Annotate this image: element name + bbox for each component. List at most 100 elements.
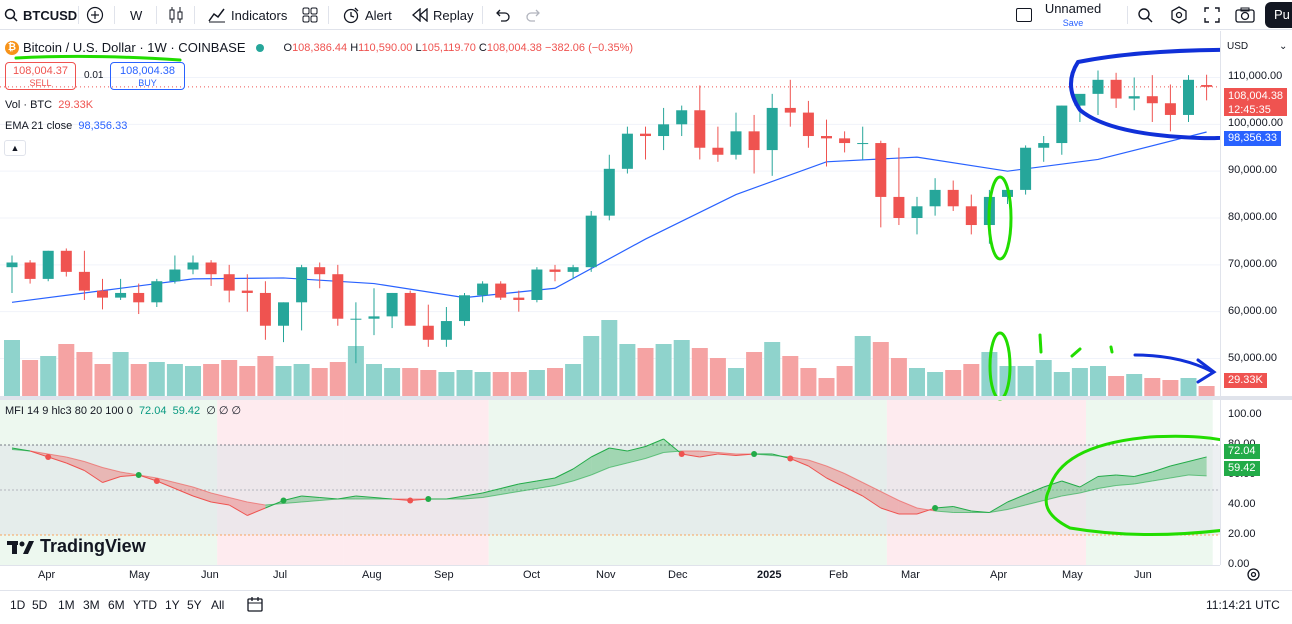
range-button-all[interactable]: All — [211, 598, 225, 612]
time-tick-label: Sep — [434, 569, 454, 581]
volume-bar — [1144, 378, 1161, 396]
mfi-line-segment — [84, 470, 103, 483]
range-button-5d[interactable]: 5D — [32, 598, 48, 612]
replay-button[interactable]: Replay — [412, 4, 473, 26]
mfi-signal-segment — [229, 497, 248, 503]
collapse-legend-button[interactable]: ▲ — [4, 140, 26, 156]
ema-legend[interactable]: EMA 21 close 98,356.33 — [5, 120, 127, 132]
mfi-line-segment — [1097, 474, 1117, 477]
candle-body — [947, 189, 959, 207]
mfi-fill-segment — [247, 502, 266, 516]
axis-settings-button[interactable] — [1246, 567, 1261, 585]
buy-button[interactable]: 108,004.38 BUY — [110, 62, 185, 90]
gear-icon — [1171, 6, 1187, 24]
range-button-1m[interactable]: 1M — [58, 598, 75, 612]
volume-bar — [673, 340, 690, 396]
candle-body — [911, 206, 923, 218]
indicators-button[interactable]: Indicators — [208, 4, 287, 26]
mfi-line-segment — [120, 474, 139, 477]
candle-body — [730, 131, 742, 155]
candle-body — [748, 131, 760, 151]
mfi-signal-segment — [500, 491, 519, 495]
mfi-signal-segment — [482, 494, 501, 498]
templates-button[interactable] — [302, 4, 318, 26]
volume-bar — [293, 364, 310, 396]
divider — [114, 6, 115, 24]
low-label: L — [415, 41, 422, 54]
mfi-signal-segment — [663, 450, 682, 453]
ema-line — [11, 131, 1207, 303]
mfi-signal-segment — [790, 456, 809, 461]
mfi-fill-segment — [1079, 476, 1098, 493]
candle-body — [802, 112, 814, 137]
volume-bar — [854, 336, 871, 396]
volume-bar — [1126, 374, 1143, 396]
candle-body — [42, 250, 54, 279]
volume-legend[interactable]: Vol · BTC 29.33K — [5, 99, 93, 111]
mfi-signal-segment — [1152, 477, 1171, 482]
candle-body — [259, 292, 271, 326]
volume-bar — [728, 368, 744, 396]
alert-button[interactable]: Alert — [342, 4, 392, 26]
candle-body — [60, 250, 72, 272]
candle-body — [784, 107, 796, 113]
mfi-signal-segment — [1170, 474, 1189, 479]
range-button-ytd[interactable]: YTD — [133, 598, 157, 612]
volume-bar — [510, 372, 527, 396]
volume-tag-value: 29.33K — [1228, 374, 1263, 386]
mfi-signal-segment — [464, 497, 483, 500]
price-tick-label: 80,000.00 — [1228, 211, 1277, 223]
mfi-empty-values: ∅ ∅ ∅ — [206, 405, 242, 417]
mfi-line-segment — [699, 453, 718, 458]
chart-canvas[interactable] — [0, 31, 1220, 565]
pane-divider[interactable] — [0, 396, 1292, 400]
price-scale[interactable]: USD ⌄ — [1220, 31, 1292, 565]
compare-symbol-button[interactable] — [86, 4, 104, 26]
redo-button[interactable] — [526, 4, 542, 26]
mfi-cross-marker — [153, 478, 160, 484]
volume-bar — [456, 370, 473, 396]
mfi-legend[interactable]: MFI 14 9 hlc3 80 20 100 0 72.04 59.42 ∅ … — [5, 404, 241, 417]
price-tick-label: 70,000.00 — [1228, 257, 1277, 270]
range-button-6m[interactable]: 6M — [108, 598, 125, 612]
mfi-cross-marker — [425, 496, 432, 502]
date-range-button[interactable] — [247, 596, 263, 615]
volume-bar — [4, 340, 20, 396]
candle-body — [549, 269, 561, 272]
publish-button[interactable]: Pu — [1265, 2, 1292, 28]
tradingview-logo[interactable]: TradingView — [7, 536, 146, 557]
annotation-ellipse-mfi — [1044, 434, 1220, 537]
utc-clock[interactable]: 11:14:21 UTC — [1206, 598, 1280, 612]
range-button-1y[interactable]: 1Y — [165, 598, 180, 612]
mfi-line-segment — [66, 462, 85, 471]
volume-bar — [764, 342, 781, 396]
currency-dropdown-icon[interactable]: ⌄ — [1279, 41, 1288, 52]
mfi-tag-1-value: 72.04 — [1228, 445, 1256, 457]
symbol-search-button[interactable]: BTCUSD — [4, 4, 77, 26]
mfi-fill-segment — [84, 461, 103, 483]
undo-button[interactable] — [494, 4, 510, 26]
time-axis[interactable] — [0, 565, 1220, 585]
candle-body — [513, 297, 525, 300]
annotation-arrowhead — [1196, 358, 1217, 384]
candle-body — [1201, 85, 1213, 87]
range-button-5y[interactable]: 5Y — [187, 598, 202, 612]
layout-checkbox[interactable] — [1016, 4, 1032, 26]
bitcoin-icon: ₿ — [5, 40, 19, 55]
fullscreen-button[interactable] — [1204, 4, 1220, 26]
chart-type-button[interactable] — [168, 4, 184, 26]
sell-button[interactable]: 108,004.37 SELL — [5, 62, 76, 90]
snapshot-button[interactable] — [1235, 4, 1255, 26]
symbol-legend[interactable]: ₿ Bitcoin / U.S. Dollar · 1W · COINBASE … — [5, 40, 633, 55]
alert-label: Alert — [365, 7, 392, 23]
range-button-3m[interactable]: 3M — [83, 598, 100, 612]
mfi-signal-segment — [174, 482, 194, 488]
candle-body — [621, 133, 633, 169]
quick-search-button[interactable] — [1136, 4, 1154, 26]
interval-button[interactable]: W — [130, 4, 142, 26]
settings-button[interactable] — [1170, 4, 1188, 26]
range-button-1d[interactable]: 1D — [10, 598, 26, 612]
mfi-signal-segment — [717, 452, 737, 455]
layout-name-button[interactable]: Unnamed Save — [1043, 2, 1103, 30]
last-price-value: 108,004.38 — [1228, 90, 1284, 102]
